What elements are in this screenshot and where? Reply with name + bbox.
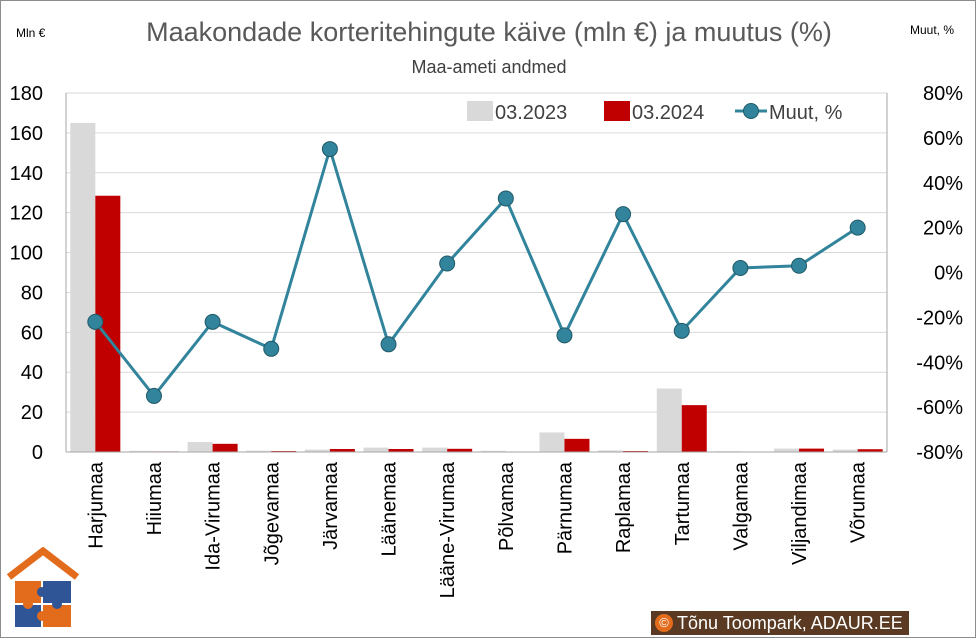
x-category-label: Hiiumaa — [144, 461, 166, 535]
change-point-Valgamaa — [732, 260, 749, 277]
x-category-label: Valgamaa — [730, 461, 752, 550]
y-left-tick-label: 80 — [21, 282, 43, 304]
bar-03.2023-Hiiumaa — [128, 450, 154, 452]
legend: 03.2023 03.2024 Muut, % — [467, 101, 843, 124]
change-point-Raplamaa — [615, 206, 632, 223]
change-point-Tartumaa — [673, 322, 690, 339]
change-point-Jõgevamaa — [263, 340, 280, 357]
bar-03.2023-Viljandimaa — [774, 448, 800, 452]
house-puzzle-logo-icon — [6, 547, 80, 627]
y-right-tick-label: 60% — [923, 128, 963, 150]
y-right-tick-label: -60% — [916, 397, 963, 419]
bar-03.2023-Jõgevamaa — [246, 450, 272, 452]
x-category-label: Harjumaa — [85, 461, 107, 549]
change-line — [87, 141, 866, 404]
bar-03.2023-Võrumaa — [832, 449, 858, 452]
bar-03.2024-Ida-Virumaa — [212, 443, 238, 452]
y-right-tick-label: 80% — [923, 83, 963, 105]
y-right-tick-labels: 80% 60% 40% 20% 0% -20% -40% -60% -80% — [916, 83, 963, 464]
y-left-tick-label: 60 — [21, 322, 43, 344]
bar-03.2023-Läänemaa — [363, 447, 389, 452]
legend-label-2024: 03.2024 — [632, 102, 704, 124]
chart-title: Maakondade korteritehingute käive (mln €… — [146, 17, 832, 47]
x-category-label: Pärnumaa — [554, 461, 576, 554]
x-category-label: Ida-Virumaa — [203, 461, 225, 570]
copyright-symbol: © — [655, 614, 673, 633]
bar-03.2023-Põlvamaa — [480, 450, 506, 452]
x-category-label: Võrumaa — [848, 461, 870, 543]
bar-03.2024-Viljandimaa — [799, 448, 825, 452]
bar-03.2023-Pärnumaa — [539, 432, 565, 452]
y-left-tick-label: 20 — [21, 402, 43, 424]
legend-label-2023: 03.2023 — [495, 102, 567, 124]
copyright-badge: © Tõnu Toompark, ADAUR.EE — [651, 611, 909, 635]
change-point-Läänemaa — [380, 336, 397, 353]
x-category-label: Põlvamaa — [496, 461, 518, 551]
y-left-tick-label: 120 — [10, 203, 43, 225]
bar-03.2023-Järvamaa — [304, 449, 330, 452]
y-left-tick-label: 160 — [10, 123, 43, 145]
y-left-tick-label: 140 — [10, 163, 43, 185]
y-right-tick-label: -80% — [916, 442, 963, 464]
x-category-label: Viljandimaa — [789, 461, 811, 565]
x-category-labels: Harjumaa Hiiumaa Ida-Virumaa Jõgevamaa Järva… — [85, 461, 869, 598]
change-point-Järvamaa — [321, 141, 338, 158]
x-category-label: Järvamaa — [320, 461, 342, 550]
change-point-Põlvamaa — [497, 190, 514, 207]
change-point-Harjumaa — [87, 313, 104, 330]
bar-03.2024-Tartumaa — [681, 405, 707, 452]
y-right-unit-label: Muut, % — [910, 23, 954, 37]
y-right-tick-label: 0% — [934, 263, 963, 285]
legend-swatch-2024 — [604, 101, 630, 121]
y-left-unit-label: Mln € — [16, 26, 46, 40]
legend-swatch-2023 — [467, 101, 493, 121]
bar-03.2024-Võrumaa — [857, 449, 883, 452]
change-line-path — [94, 143, 859, 399]
change-point-Ida-Virumaa — [204, 313, 221, 330]
change-point-Viljandimaa — [791, 257, 808, 274]
bar-03.2023-Harjumaa — [70, 122, 96, 453]
axes — [65, 93, 888, 453]
copyright-text: Tõnu Toompark, ADAUR.EE — [677, 613, 903, 633]
bar-03.2023-Raplamaa — [598, 450, 624, 452]
chart-subtitle: Maa-ameti andmed — [411, 57, 566, 77]
x-category-label: Läänemaa — [379, 461, 401, 556]
y-right-tick-label: -20% — [916, 307, 963, 329]
y-right-tick-label: 40% — [923, 173, 963, 195]
bar-03.2023-Lääne-Virumaa — [422, 447, 448, 452]
legend-marker-change — [743, 103, 759, 119]
x-category-label: Jõgevamaa — [261, 461, 283, 565]
y-left-tick-label: 180 — [10, 83, 43, 105]
x-category-label: Tartumaa — [672, 461, 694, 545]
change-point-Võrumaa — [849, 219, 866, 236]
change-point-Lääne-Virumaa — [439, 255, 456, 272]
y-left-tick-label: 100 — [10, 243, 43, 265]
x-category-label: Raplamaa — [613, 461, 635, 553]
gridlines — [66, 92, 887, 453]
bar-03.2024-Järvamaa — [329, 449, 355, 452]
legend-label-change: Muut, % — [769, 102, 843, 124]
bar-03.2024-Lääne-Virumaa — [447, 448, 473, 452]
y-left-tick-labels: 180 160 140 120 100 80 60 40 20 0 — [10, 83, 43, 464]
y-right-tick-label: -40% — [916, 352, 963, 374]
bar-03.2023-Ida-Virumaa — [187, 442, 213, 452]
y-left-tick-label: 40 — [21, 362, 43, 384]
bar-03.2024-Pärnumaa — [564, 438, 590, 452]
y-left-tick-label: 0 — [32, 442, 43, 464]
change-point-Pärnumaa — [556, 327, 573, 344]
bar-03.2023-Tartumaa — [656, 388, 682, 452]
y-right-tick-label: 20% — [923, 218, 963, 240]
bar-03.2024-Läänemaa — [388, 449, 414, 452]
x-category-label: Lääne-Virumaa — [437, 461, 459, 598]
change-point-Hiiumaa — [145, 387, 162, 404]
